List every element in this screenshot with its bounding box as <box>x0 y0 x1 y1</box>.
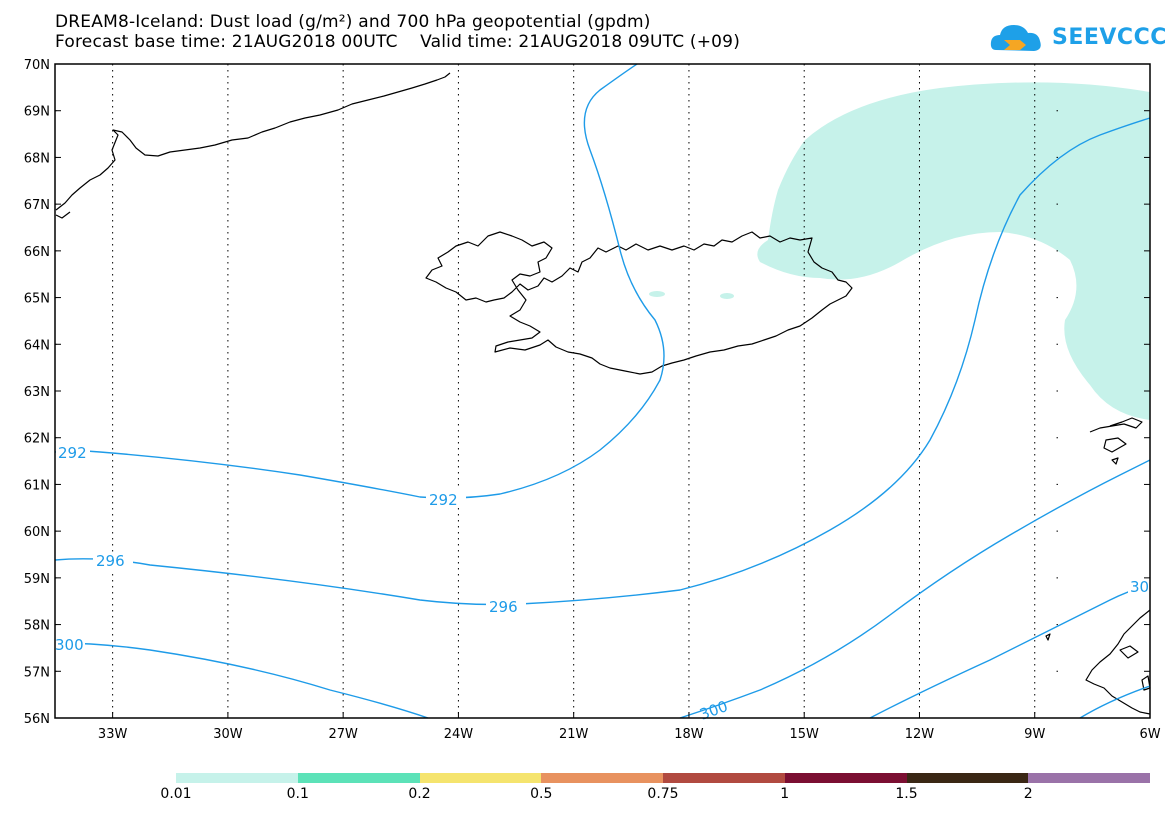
latitude-label: 61N <box>24 478 50 493</box>
logo-text: SEEVCCC <box>1052 25 1167 50</box>
longitude-label: 15W <box>790 727 820 742</box>
latitude-label: 58N <box>24 619 50 634</box>
contour-308 <box>1079 685 1151 719</box>
colorbar-segment <box>541 773 663 783</box>
latitude-label: 60N <box>24 525 50 540</box>
latitude-label: 70N <box>24 58 50 73</box>
latitude-label: 66N <box>24 245 50 260</box>
latitude-label: 56N <box>24 712 50 727</box>
colorbar-segment <box>1028 773 1150 783</box>
latitude-labels: 70N 69N 68N 67N 66N 65N 64N 63N 62N 61N 60N 59N 58N 5… <box>24 58 50 727</box>
latitude-label: 63N <box>24 385 50 400</box>
coastline <box>55 72 1151 715</box>
contour-label: 300 <box>55 636 84 654</box>
longitude-label: 12W <box>905 727 935 742</box>
latitude-label: 68N <box>24 151 50 166</box>
contour-292 <box>54 63 665 499</box>
contour-304 <box>869 584 1151 719</box>
longitude-label: 24W <box>444 727 474 742</box>
geopotential-contours <box>54 63 1151 719</box>
longitude-label: 30W <box>213 727 243 742</box>
contour-label: 296 <box>96 552 125 570</box>
colorbar-label: 1.5 <box>895 786 918 802</box>
colorbar-label: 1 <box>780 786 790 802</box>
colorbar-label: 0.75 <box>647 786 679 802</box>
longitude-labels: 33W 30W 27W 24W 21W 18W 15W 12W 9W 6W <box>98 727 1161 742</box>
cloud-logo-icon <box>990 25 1041 51</box>
longitude-label: 27W <box>328 727 358 742</box>
contour-300-b <box>679 459 1151 719</box>
colorbar-label: 2 <box>1023 786 1033 802</box>
latitude-label: 62N <box>24 432 50 447</box>
colorbar-label: 0.2 <box>408 786 431 802</box>
contour-labels: 292 292 296 296 300 300 30 <box>55 443 1150 724</box>
graticule <box>55 64 1150 718</box>
colorbar-segment <box>906 773 1029 783</box>
colorbar-label: 0.1 <box>286 786 309 802</box>
longitude-label: 18W <box>674 727 704 742</box>
contour-296 <box>54 117 1151 606</box>
latitude-label: 69N <box>24 105 50 120</box>
longitude-label: 33W <box>98 727 128 742</box>
map-title: DREAM8-Iceland: Dust load (g/m²) and 700… <box>55 12 651 32</box>
axis-ticks <box>55 63 1151 719</box>
contour-label: 296 <box>489 598 518 616</box>
latitude-label: 59N <box>24 572 50 587</box>
contour-label: 292 <box>429 491 458 509</box>
forecast-time-subtitle: Forecast base time: 21AUG2018 00UTC Vali… <box>55 32 741 52</box>
contour-label: 292 <box>58 444 87 462</box>
longitude-label: 21W <box>559 727 589 742</box>
contour-label: 30 <box>1130 578 1149 596</box>
colorbar-segment <box>784 773 907 783</box>
colorbar-label: 0.01 <box>160 786 192 802</box>
contour-300 <box>54 642 429 719</box>
contour-label: 300 <box>697 697 730 724</box>
colorbar-segment <box>297 773 420 783</box>
longitude-label: 9W <box>1024 727 1045 742</box>
colorbar-segment <box>663 773 785 783</box>
latitude-label: 67N <box>24 198 50 213</box>
latitude-label: 57N <box>24 665 50 680</box>
latitude-label: 64N <box>24 338 50 353</box>
colorbar-label: 0.5 <box>530 786 553 802</box>
colorbar-segment <box>419 773 542 783</box>
colorbar-segment <box>176 773 298 783</box>
latitude-label: 65N <box>24 292 50 307</box>
dust-load-area <box>649 82 1150 420</box>
longitude-label: 6W <box>1139 727 1160 742</box>
colorbar <box>176 773 1150 783</box>
